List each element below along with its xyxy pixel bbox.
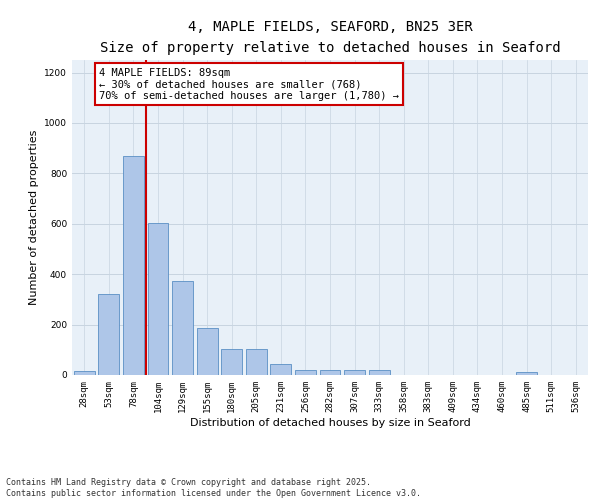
Text: Contains HM Land Registry data © Crown copyright and database right 2025.
Contai: Contains HM Land Registry data © Crown c… xyxy=(6,478,421,498)
Bar xyxy=(98,294,119,375)
Bar xyxy=(320,370,340,375)
Bar xyxy=(148,222,169,375)
Bar xyxy=(123,156,144,375)
Bar xyxy=(246,348,267,375)
Bar xyxy=(197,328,218,375)
Bar xyxy=(221,348,242,375)
Bar xyxy=(516,372,537,375)
X-axis label: Distribution of detached houses by size in Seaford: Distribution of detached houses by size … xyxy=(190,418,470,428)
Bar xyxy=(74,371,95,375)
Bar xyxy=(172,280,193,375)
Title: 4, MAPLE FIELDS, SEAFORD, BN25 3ER
Size of property relative to detached houses : 4, MAPLE FIELDS, SEAFORD, BN25 3ER Size … xyxy=(100,20,560,54)
Bar xyxy=(295,370,316,375)
Text: 4 MAPLE FIELDS: 89sqm
← 30% of detached houses are smaller (768)
70% of semi-det: 4 MAPLE FIELDS: 89sqm ← 30% of detached … xyxy=(99,68,399,101)
Bar xyxy=(271,364,292,375)
Bar xyxy=(368,370,389,375)
Bar xyxy=(344,370,365,375)
Y-axis label: Number of detached properties: Number of detached properties xyxy=(29,130,38,305)
